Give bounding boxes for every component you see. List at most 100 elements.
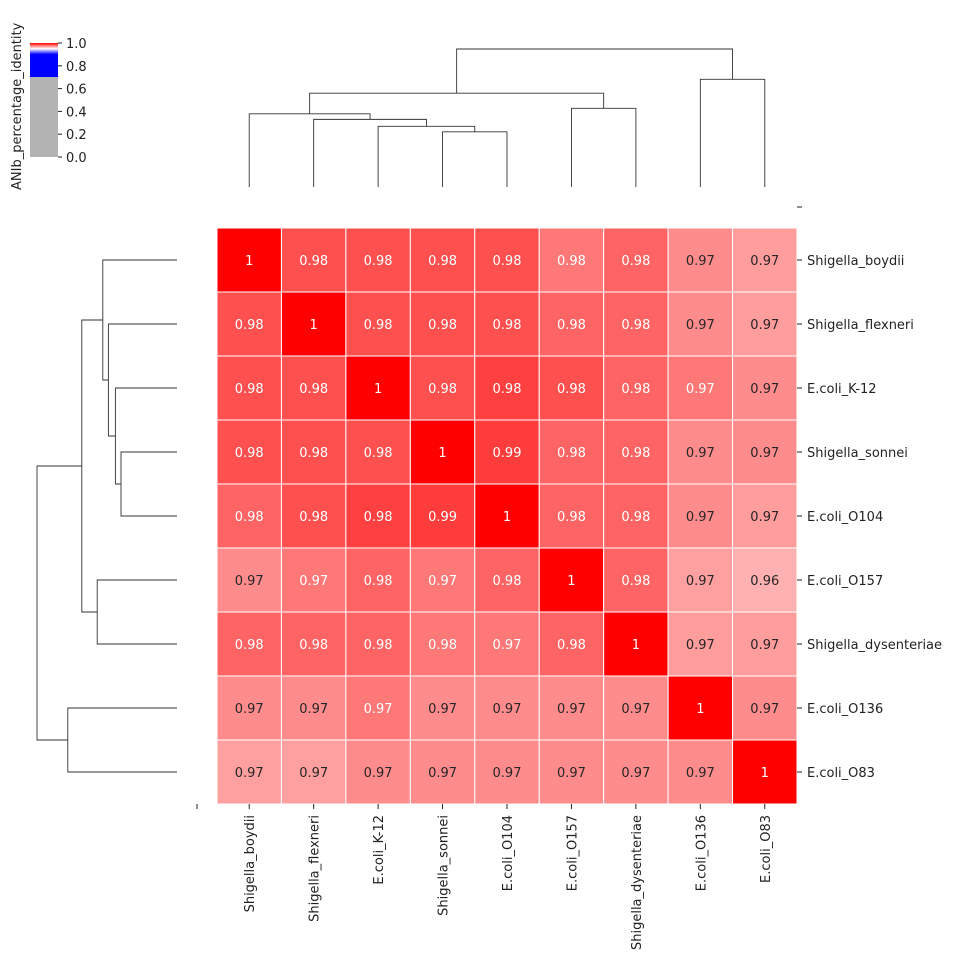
heatmap-cell xyxy=(409,419,476,485)
heatmap-cell xyxy=(474,227,540,293)
cell-annotation: 0.98 xyxy=(428,638,457,653)
heatmap-cell xyxy=(409,227,476,293)
heatmap-cell xyxy=(603,547,669,613)
cell-annotation: 0.98 xyxy=(493,382,522,397)
row-label: Shigella_sonnei xyxy=(807,446,908,461)
cell-annotation: 0.98 xyxy=(621,574,650,589)
dendrogram-link xyxy=(107,323,177,437)
dendrogram-link xyxy=(36,465,82,741)
heatmap-cell xyxy=(603,739,669,805)
cell-annotation: 0.97 xyxy=(686,254,715,269)
cell-annotation: 0.97 xyxy=(750,382,779,397)
heatmap-cell xyxy=(538,419,605,485)
cell-annotation: 0.97 xyxy=(686,510,715,525)
cell-annotation: 0.98 xyxy=(235,510,264,525)
cell-annotation: 0.98 xyxy=(299,446,328,461)
colorbar-label: ANIb_percentage_identity xyxy=(10,22,25,190)
heatmap-cell xyxy=(474,419,540,485)
heatmap-cell xyxy=(345,419,411,485)
cell-annotation: 1 xyxy=(310,318,318,333)
row-label: E.coli_O104 xyxy=(807,510,883,525)
heatmap-cell xyxy=(732,355,798,421)
cell-annotation: 0.97 xyxy=(750,318,779,333)
column-dendrogram xyxy=(248,48,766,187)
cell-annotation: 0.97 xyxy=(493,766,522,781)
heatmap-cell xyxy=(409,483,476,549)
cell-annotation: 0.98 xyxy=(493,574,522,589)
row-label: E.coli_O136 xyxy=(807,702,883,717)
cell-annotation: 0.98 xyxy=(364,446,393,461)
cell-annotation: 0.98 xyxy=(621,382,650,397)
cell-annotation: 0.98 xyxy=(428,318,457,333)
heatmap-cell xyxy=(538,355,605,421)
heatmap-cell xyxy=(667,227,734,293)
cell-annotation: 1 xyxy=(567,574,575,589)
heatmap-cell xyxy=(345,611,411,677)
cell-annotation: 0.97 xyxy=(686,446,715,461)
cell-annotation: 0.97 xyxy=(428,574,457,589)
heatmap-cell xyxy=(345,739,411,805)
colorbar-tick-label: 0.6 xyxy=(66,83,87,98)
cell-annotation: 0.98 xyxy=(621,254,650,269)
column-label: E.coli_O136 xyxy=(694,815,709,891)
cell-annotation: 0.98 xyxy=(299,510,328,525)
heatmap-cell xyxy=(667,611,734,677)
heatmap-cell xyxy=(216,611,282,677)
heatmap-cell xyxy=(538,483,605,549)
dendrogram-link xyxy=(248,113,371,187)
row-labels: Shigella_boydii Shigella_flexneri E.coli_K… xyxy=(797,254,942,781)
cell-annotation: 0.97 xyxy=(750,702,779,717)
cell-annotation: 0.98 xyxy=(235,446,264,461)
heatmap-cell xyxy=(474,291,540,357)
heatmap-cell xyxy=(538,611,605,677)
cell-annotation: 0.98 xyxy=(621,510,650,525)
heatmap-cell xyxy=(280,739,347,805)
cell-annotation: 0.97 xyxy=(299,702,328,717)
cell-annotation: 0.96 xyxy=(750,574,779,589)
cell-annotation: 0.98 xyxy=(621,446,650,461)
cell-annotation: 1 xyxy=(245,254,253,269)
cell-annotation: 0.97 xyxy=(686,638,715,653)
heatmap-cell xyxy=(474,355,540,421)
row-label: Shigella_boydii xyxy=(807,254,904,269)
colorbar-ticks: 0.0 0.2 0.4 0.6 0.8 1.0 xyxy=(58,37,87,166)
dendrogram-link xyxy=(81,319,103,613)
heatmap-cell xyxy=(216,483,282,549)
heatmap-cell xyxy=(603,675,669,741)
heatmap-cell xyxy=(345,675,411,741)
cell-annotation: 0.98 xyxy=(299,254,328,269)
heatmap-cell xyxy=(409,611,476,677)
row-label: E.coli_O83 xyxy=(807,766,875,781)
dendrogram-link xyxy=(114,387,177,485)
colorbar: 0.0 0.2 0.4 0.6 0.8 1.0 ANIb_percentage_ident… xyxy=(10,22,87,190)
cell-annotation: 0.97 xyxy=(686,318,715,333)
heatmap-cell xyxy=(216,675,282,741)
heatmap-cell xyxy=(732,419,798,485)
cell-annotation: 1 xyxy=(374,382,382,397)
heatmap-cell xyxy=(603,227,669,293)
cell-annotation: 0.97 xyxy=(428,702,457,717)
cell-annotation: 0.98 xyxy=(364,510,393,525)
cell-annotation: 0.97 xyxy=(299,574,328,589)
heatmap-cell xyxy=(732,291,798,357)
heatmap-cell xyxy=(603,419,669,485)
column-label: Shigella_flexneri xyxy=(308,815,323,922)
heatmap-cell xyxy=(732,547,798,613)
dendrogram-link xyxy=(309,92,605,114)
heatmap-cell xyxy=(667,355,734,421)
cell-annotation: 0.98 xyxy=(621,318,650,333)
heatmap-cell xyxy=(409,739,476,805)
column-label: E.coli_K-12 xyxy=(372,815,387,885)
cell-annotation: 0.97 xyxy=(750,638,779,653)
cell-annotation: 0.98 xyxy=(557,318,586,333)
column-label: E.coli_O157 xyxy=(565,815,580,891)
heatmap-cell xyxy=(474,739,540,805)
colorbar-gradient xyxy=(30,43,58,157)
row-label: E.coli_K-12 xyxy=(807,382,877,397)
dendrogram-link xyxy=(120,451,177,517)
column-label: E.coli_O83 xyxy=(759,815,774,883)
cell-annotation: 0.97 xyxy=(686,574,715,589)
cell-annotation: 0.97 xyxy=(621,702,650,717)
cell-annotation: 0.98 xyxy=(428,382,457,397)
